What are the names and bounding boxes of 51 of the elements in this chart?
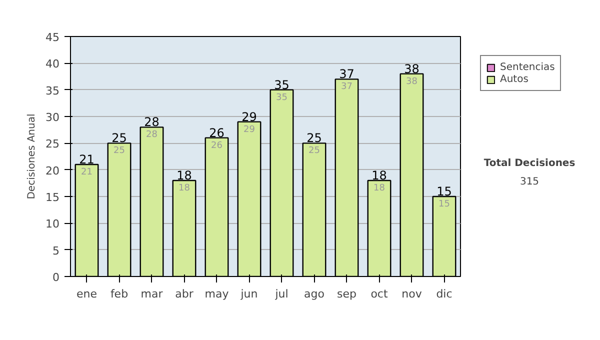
x-tick-label: oct xyxy=(370,288,388,300)
x-tick-label: ene xyxy=(76,288,98,300)
total-label: 25 xyxy=(112,131,127,146)
data-label: 25 xyxy=(308,146,320,156)
y-tick-label: 30 xyxy=(46,111,60,124)
x-tick-label: feb xyxy=(110,288,128,300)
x-tick-label: mar xyxy=(140,288,164,300)
legend-label: Sentencias xyxy=(500,61,555,73)
data-label: 29 xyxy=(244,124,256,135)
x-tick-label: sep xyxy=(337,288,357,300)
total-label: 21 xyxy=(79,152,94,166)
y-tick-label: 25 xyxy=(46,138,60,151)
total-label: 28 xyxy=(144,115,160,130)
y-tick-label: 40 xyxy=(46,58,60,71)
total-label: 35 xyxy=(274,78,290,92)
x-tick-label: may xyxy=(204,288,230,300)
data-label: 21 xyxy=(81,168,92,178)
x-tick-label: dic xyxy=(436,288,452,300)
text: 315 xyxy=(520,176,540,188)
y-tick-label: 0 xyxy=(52,271,60,284)
y-tick-label: 45 xyxy=(46,31,60,44)
data-label: 25 xyxy=(114,146,125,156)
total-label: 18 xyxy=(372,168,387,182)
total-label: 38 xyxy=(404,62,420,76)
y-tick-label: 15 xyxy=(46,191,60,204)
y-tick-label: 20 xyxy=(46,164,60,178)
data-label: 35 xyxy=(276,92,288,103)
legend-label: Autos xyxy=(500,73,528,85)
x-tick-label: ago xyxy=(304,288,325,300)
data-label: 26 xyxy=(211,140,223,151)
total-label: 26 xyxy=(209,126,224,140)
x-tick-label: jul xyxy=(274,288,288,300)
total-label: 25 xyxy=(306,131,322,146)
x-tick-label: abr xyxy=(175,288,194,300)
y-tick-label: 10 xyxy=(46,218,60,231)
total-label: 29 xyxy=(242,110,257,124)
data-label: 28 xyxy=(146,130,158,140)
data-label: 37 xyxy=(341,82,352,92)
data-label: 38 xyxy=(406,76,418,87)
y-axis-title: Decisiones Anual xyxy=(26,114,38,200)
total-label: 15 xyxy=(436,184,452,198)
y-tick-label: 35 xyxy=(46,84,60,98)
text: Total Decisiones xyxy=(484,158,576,170)
total-label: 18 xyxy=(176,168,192,182)
total-label: 37 xyxy=(339,67,354,82)
data-label: 15 xyxy=(438,200,450,210)
x-tick-label: nov xyxy=(402,288,422,300)
x-tick-label: jun xyxy=(240,288,258,300)
data-label: 18 xyxy=(178,184,190,194)
data-label: 18 xyxy=(374,184,386,194)
y-tick-label: 5 xyxy=(52,244,60,258)
